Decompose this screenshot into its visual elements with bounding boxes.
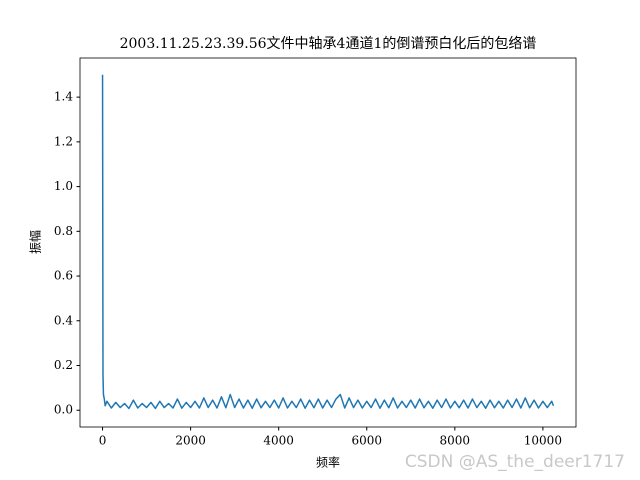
x-tick-label: 4000 — [263, 434, 294, 448]
y-tick-label: 1.4 — [54, 90, 73, 104]
y-tick-label: 0.6 — [54, 269, 73, 283]
x-tick-label: 0 — [99, 434, 107, 448]
watermark: CSDN @AS_the_deer1717 — [405, 452, 625, 472]
y-tick-label: 0.2 — [54, 358, 73, 372]
x-tick-label: 2000 — [175, 434, 206, 448]
data-line — [101, 74, 555, 410]
chart-title: 2003.11.25.23.39.56文件中轴承4通道1的倒谱预白化后的包络谱 — [120, 36, 537, 52]
x-tick-label: 10000 — [524, 434, 562, 448]
y-tick-label: 0.8 — [54, 224, 73, 238]
y-tick-label: 0.4 — [54, 313, 73, 327]
y-tick-label: 1.2 — [54, 134, 73, 148]
y-tick-label: 1.0 — [54, 179, 73, 193]
y-tick-label: 0.0 — [54, 403, 73, 417]
x-axis-label: 频率 — [316, 455, 340, 470]
axes-frame — [79, 57, 577, 428]
x-tick-label: 8000 — [440, 434, 471, 448]
x-tick-label: 6000 — [351, 434, 382, 448]
y-axis-label: 振幅 — [28, 230, 43, 254]
